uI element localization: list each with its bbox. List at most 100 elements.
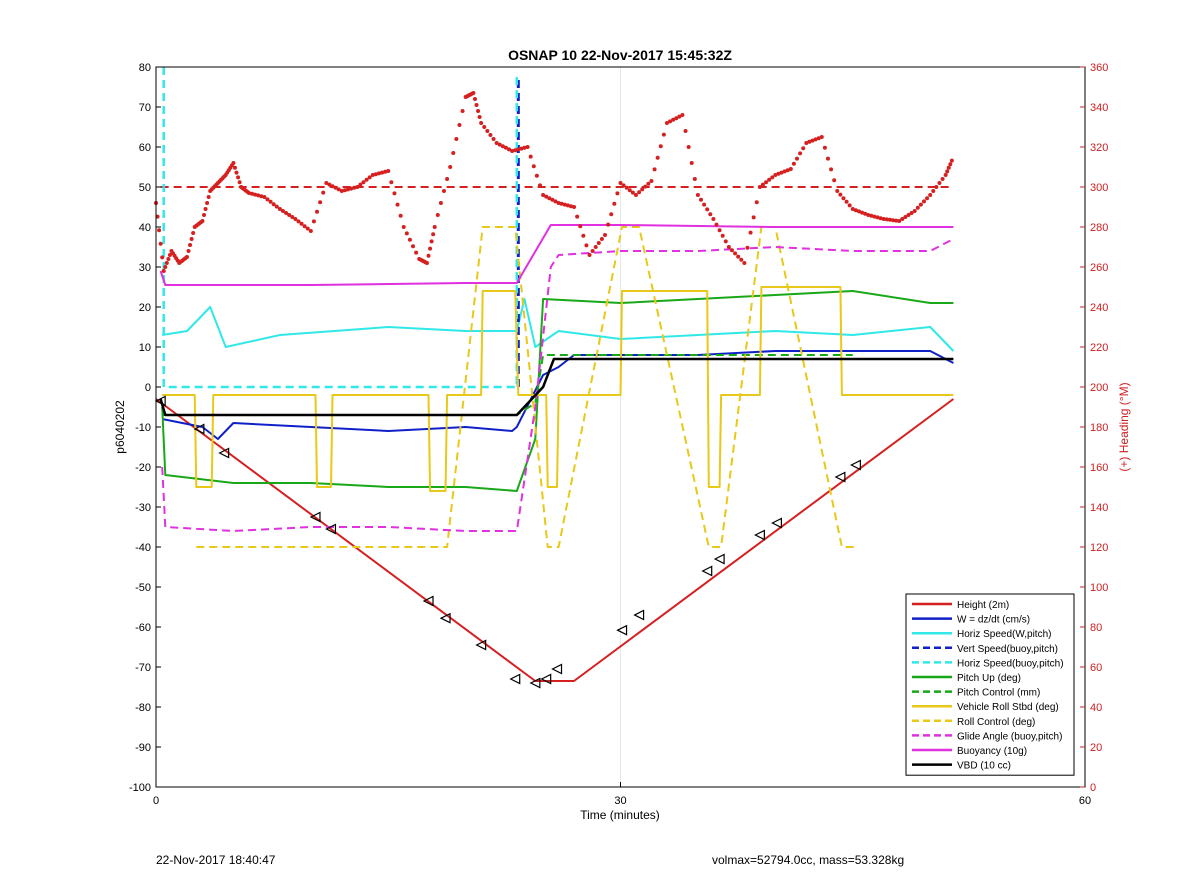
heading-point <box>318 200 323 205</box>
heading-point <box>723 239 728 244</box>
heading-point <box>184 255 189 259</box>
legend-label-horiz_speed: Horiz Speed(W,pitch) <box>957 629 1051 640</box>
heading-point <box>912 209 917 213</box>
turn-marker <box>422 595 434 607</box>
series-line-horiz_speed_buoy <box>162 67 519 389</box>
heading-point <box>863 211 868 216</box>
heading-point <box>658 144 663 149</box>
heading-point <box>556 201 561 205</box>
heading-point <box>894 218 899 223</box>
heading-point <box>643 184 648 189</box>
heading-point <box>157 228 162 233</box>
heading-point <box>411 244 416 249</box>
y2-tick-label: 80 <box>1090 622 1102 634</box>
heading-point <box>550 197 555 202</box>
turn-marker <box>475 639 487 651</box>
heading-point <box>232 165 237 170</box>
heading-point <box>825 156 830 161</box>
heading-point <box>612 201 617 206</box>
legend: Height (2m) W = dz/dt (cm/s) Horiz Speed(W… <box>905 593 1075 776</box>
series-line-height <box>155 398 954 682</box>
turn-marker <box>325 523 337 535</box>
heading-point <box>562 202 567 207</box>
heading-point <box>324 181 329 185</box>
heading-point <box>773 173 778 177</box>
turn-marker <box>701 565 713 577</box>
y2-tick-label: 340 <box>1090 102 1108 114</box>
y2-tick-label: 320 <box>1090 142 1108 154</box>
heading-point <box>164 261 169 265</box>
heading-point <box>392 191 397 196</box>
legend-label-pitch: Pitch Up (deg) <box>957 673 1021 684</box>
heading-point <box>424 261 429 265</box>
heading-point <box>699 197 704 202</box>
heading-point <box>714 222 719 227</box>
turn-marker <box>616 624 628 636</box>
heading-point <box>795 156 800 161</box>
heading-point <box>906 213 911 217</box>
heading-point <box>655 155 660 160</box>
x-axis-label: Time (minutes) <box>580 808 660 822</box>
y2-tick-label: 280 <box>1090 222 1108 234</box>
heading-point <box>897 219 902 223</box>
heading-point <box>798 151 803 156</box>
heading-point <box>900 217 905 221</box>
heading-point <box>237 180 242 185</box>
heading-point <box>448 165 453 169</box>
heading-point <box>271 202 276 207</box>
heading-point <box>692 177 697 181</box>
y-tick-label: -90 <box>135 742 151 754</box>
heading-point <box>884 217 889 222</box>
heading-point <box>599 237 604 241</box>
heading-point <box>720 233 725 238</box>
heading-point <box>471 91 476 95</box>
heading-point <box>528 154 533 159</box>
heading-point <box>203 207 208 211</box>
legend-label-glide: Glide Angle (buoy,pitch) <box>957 731 1062 742</box>
turn-marker <box>850 459 861 471</box>
heading-point <box>311 219 316 224</box>
heading-point <box>234 170 239 175</box>
y-tick-label: -50 <box>135 582 151 594</box>
series-line-buoyancy <box>159 224 954 286</box>
heading-point <box>494 141 499 145</box>
heading-point <box>256 193 261 198</box>
heading-point <box>497 142 502 147</box>
legend-label-height: Height (2m) <box>957 600 1009 611</box>
y2-tick-label: 120 <box>1090 542 1108 554</box>
heading-point <box>432 225 437 229</box>
heading-point <box>726 245 731 249</box>
heading-point <box>739 257 744 262</box>
heading-point <box>946 165 951 170</box>
heading-point <box>274 204 279 209</box>
heading-point <box>358 182 363 187</box>
heading-point <box>881 217 886 221</box>
heading-point <box>522 145 527 150</box>
heading-point <box>265 197 270 202</box>
heading-point <box>948 162 953 167</box>
heading-point <box>158 241 163 246</box>
heading-point <box>293 217 298 221</box>
turn-marker <box>193 423 205 435</box>
heading-point <box>476 109 481 113</box>
legend-label-roll_control: Roll Control (deg) <box>957 717 1035 728</box>
heading-point <box>702 202 707 207</box>
heading-point <box>321 190 326 195</box>
y-tick-label: -30 <box>135 502 151 514</box>
y-tick-label: -70 <box>135 662 151 674</box>
heading-point <box>386 169 391 173</box>
heading-point <box>166 257 171 261</box>
heading-point <box>609 212 614 217</box>
heading-point <box>878 216 883 221</box>
turn-marker <box>771 517 782 529</box>
heading-point <box>705 207 710 212</box>
heading-point <box>615 191 620 196</box>
x-tick-label: 30 <box>614 795 626 807</box>
heading-point <box>200 219 205 223</box>
heading-point <box>928 193 933 197</box>
heading-point <box>661 132 666 137</box>
heading-point <box>364 177 369 182</box>
turn-marker <box>154 395 166 407</box>
y-tick-label: 40 <box>139 222 151 234</box>
heading-point <box>829 167 834 172</box>
